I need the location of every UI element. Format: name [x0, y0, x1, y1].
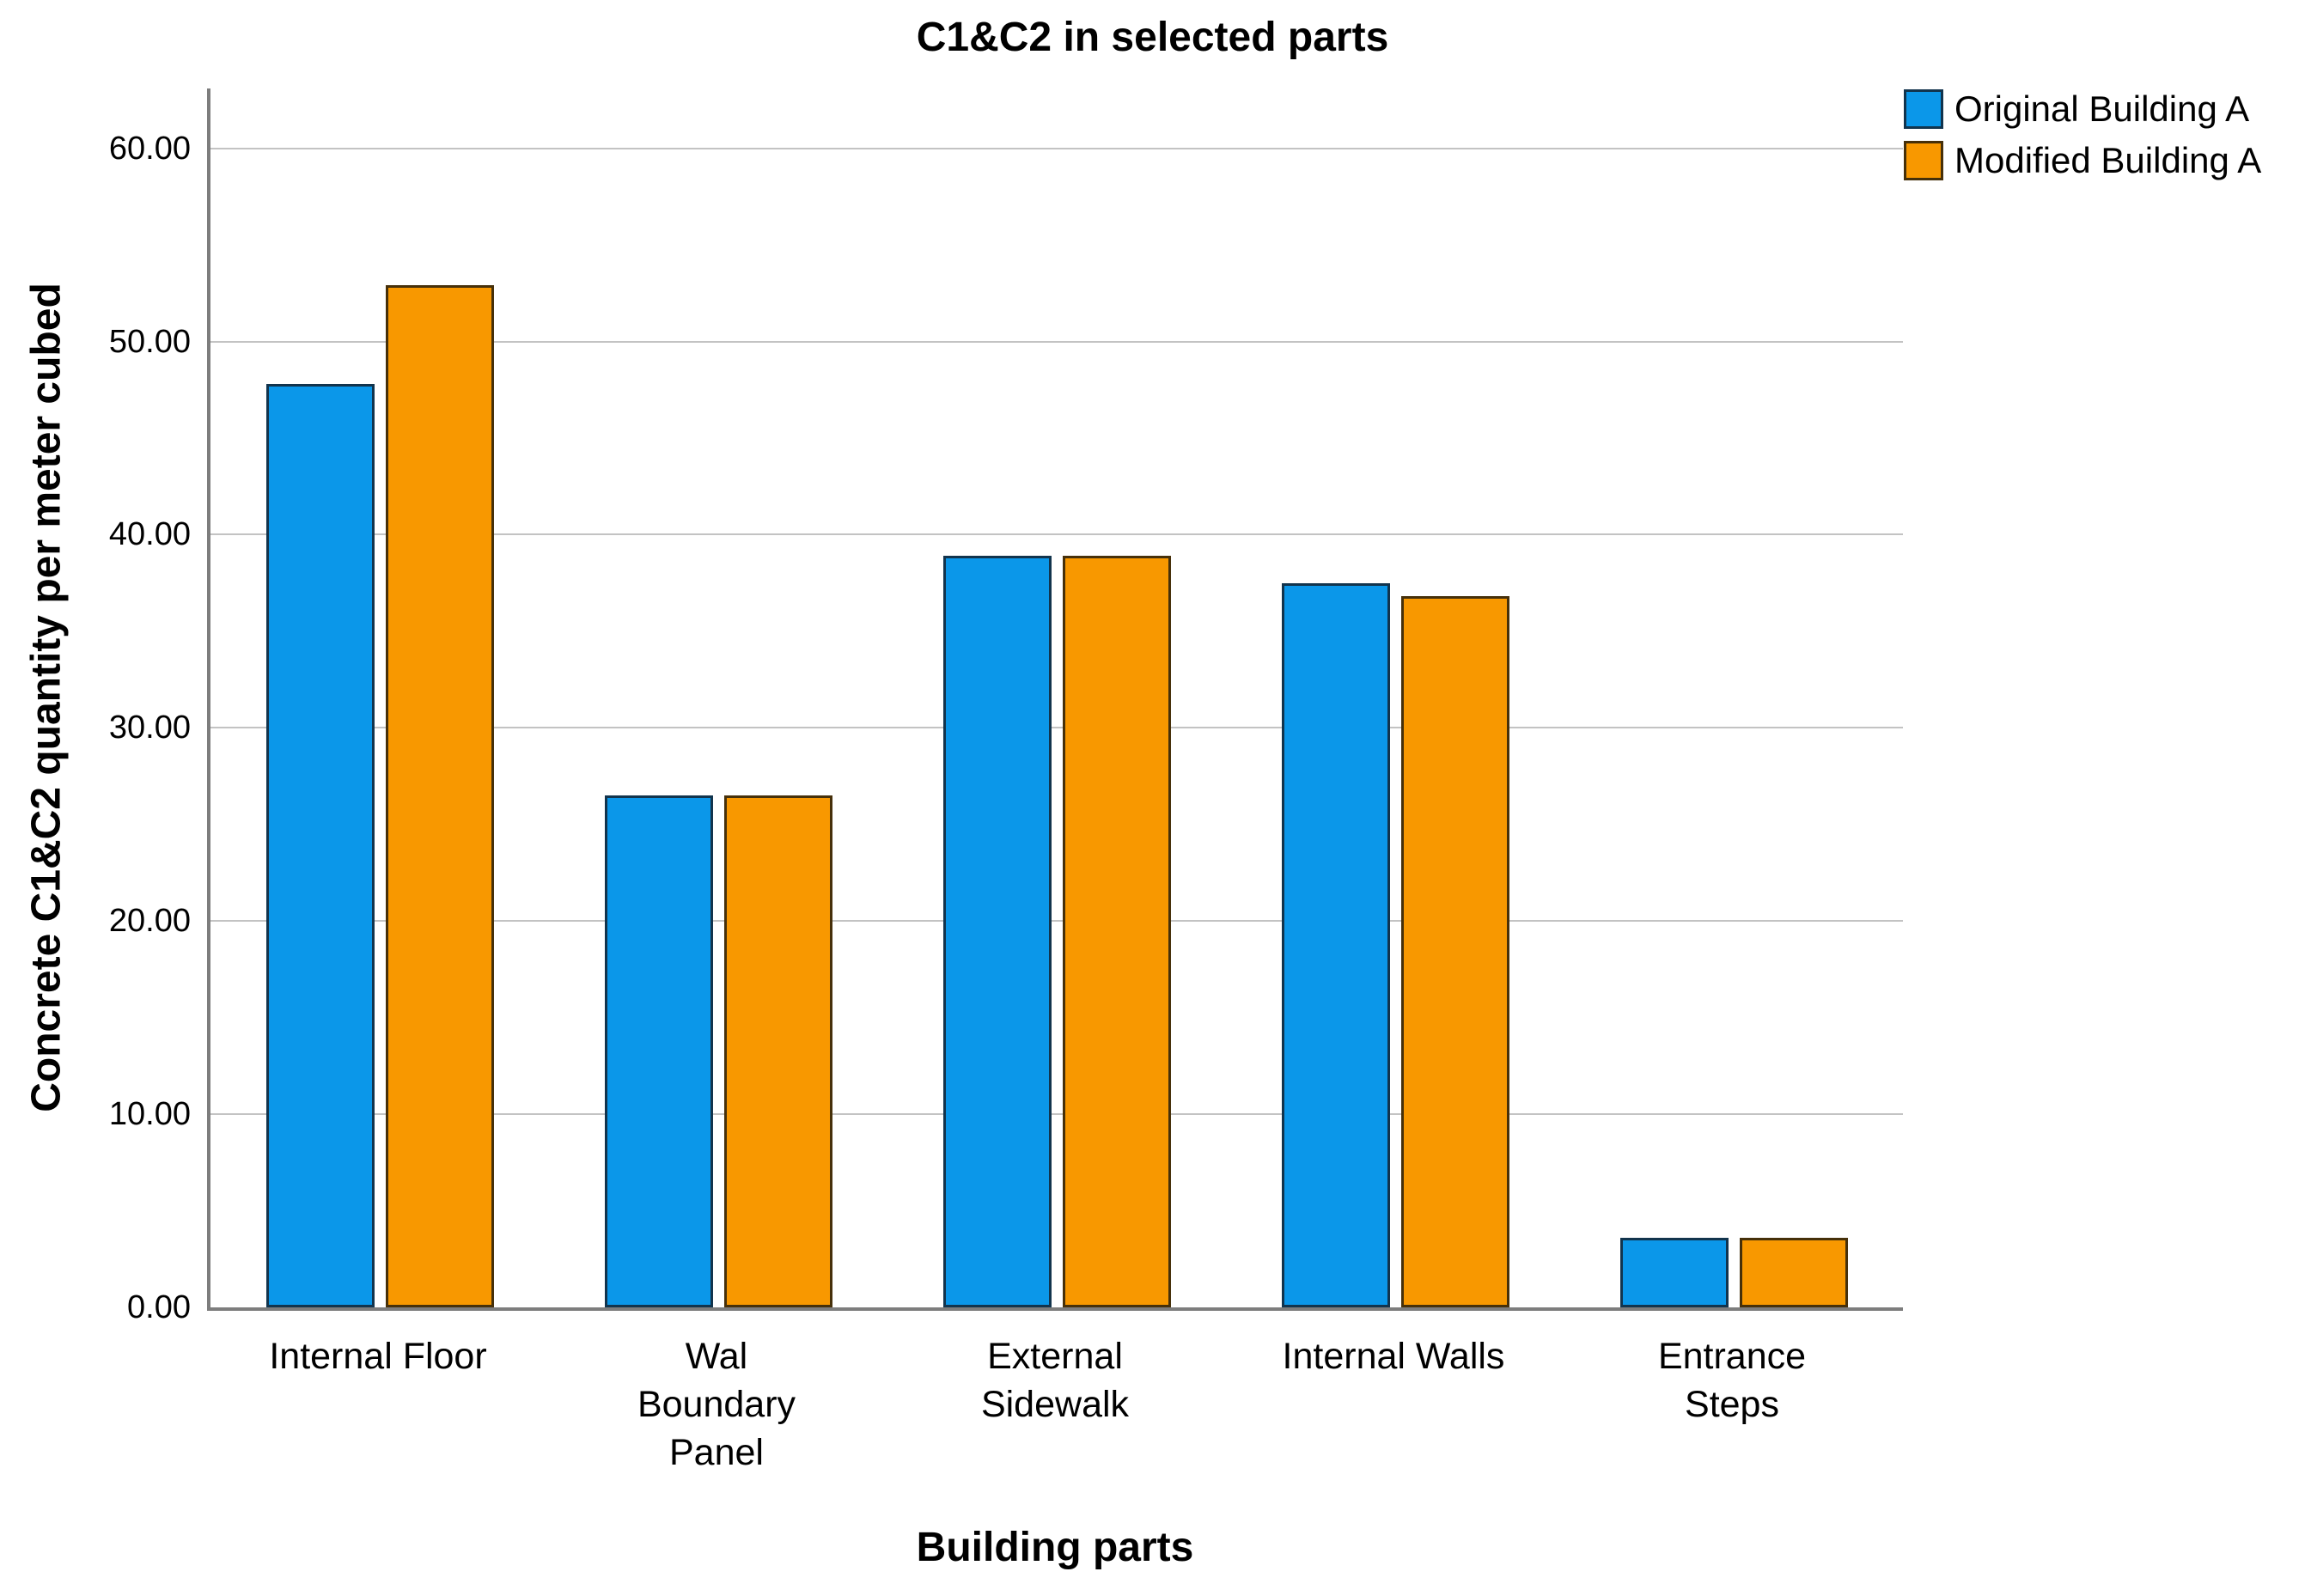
bar-modified — [385, 285, 494, 1307]
bar-modified — [1062, 556, 1171, 1307]
gridline — [210, 1113, 1903, 1116]
bar-original — [1281, 582, 1390, 1307]
y-axis-tick-labels: 0.00 10.00 20.00 30.00 40.00 50.00 60.00 — [0, 88, 191, 1324]
gridline — [210, 920, 1903, 923]
gridline — [210, 340, 1903, 343]
bar-group — [1564, 88, 1903, 1307]
x-axis-title: Building parts — [916, 1525, 1194, 1570]
bar-group — [887, 88, 1226, 1307]
plot-area — [207, 88, 1903, 1311]
bar-modified — [1739, 1238, 1848, 1307]
legend-label: Modified Building A — [1954, 140, 2262, 180]
bar-group — [1226, 88, 1564, 1307]
category-label: Wal Boundary Panel — [637, 1336, 796, 1473]
y-tick-label: 0.00 — [127, 1289, 191, 1325]
category-label: External Sidewalk — [980, 1336, 1130, 1425]
bar-modified — [723, 795, 832, 1307]
category-label: Entrance Steps — [1657, 1336, 1807, 1425]
bar-group — [210, 88, 549, 1307]
gridline — [210, 533, 1903, 536]
y-tick-label: 40.00 — [108, 516, 191, 553]
category-label: Internal Walls — [1282, 1336, 1505, 1377]
bar-original — [1619, 1238, 1729, 1307]
gridline — [210, 727, 1903, 729]
y-tick-label: 10.00 — [108, 1096, 191, 1133]
y-tick-label: 60.00 — [108, 130, 191, 167]
y-tick-label: 30.00 — [108, 710, 191, 746]
y-tick-label: 20.00 — [108, 903, 191, 940]
legend-swatch — [1904, 141, 1943, 180]
bar-original — [265, 384, 375, 1307]
bar-original — [604, 795, 713, 1307]
x-axis-category-labels: Internal Floor Wal Boundary Panel External… — [209, 1333, 1901, 1477]
gridline — [210, 147, 1903, 149]
bar-original — [942, 556, 1052, 1307]
bar-group — [549, 88, 887, 1307]
chart-title: C1&C2 in selected parts — [916, 15, 1389, 60]
bar-modified — [1400, 596, 1509, 1307]
chart-legend: Original Building A Modified Building A — [1904, 89, 2261, 192]
legend-label: Original Building A — [1954, 88, 2250, 129]
y-tick-label: 50.00 — [108, 323, 191, 360]
bar-groups — [210, 88, 1903, 1307]
legend-swatch — [1904, 89, 1943, 129]
legend-item: Original Building A — [1904, 89, 2261, 129]
legend-item: Modified Building A — [1904, 141, 2261, 180]
category-label: Internal Floor — [269, 1336, 487, 1377]
